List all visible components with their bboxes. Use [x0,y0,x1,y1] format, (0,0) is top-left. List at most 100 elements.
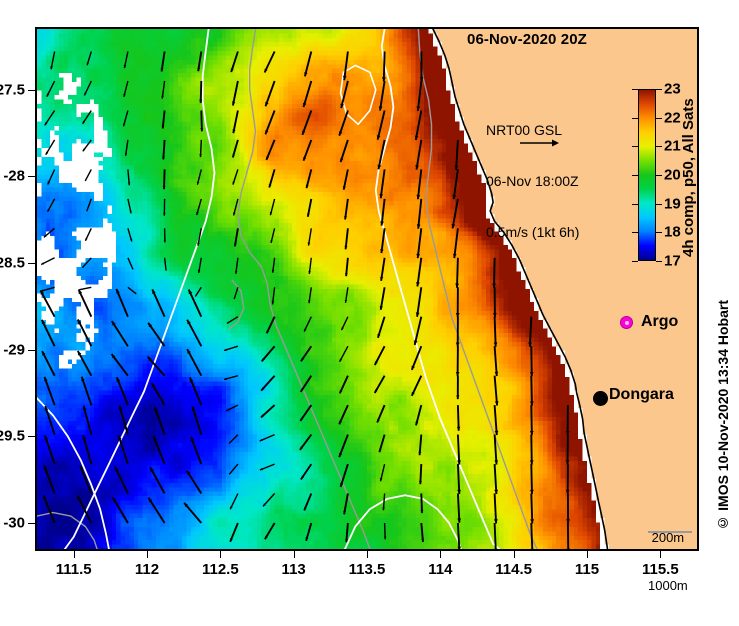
current-vector [454,228,458,258]
current-vector-head [493,313,497,317]
y-axis-tick [28,436,35,437]
x-axis-tick [587,551,588,558]
current-vector [304,81,312,107]
current-vector [531,405,532,435]
current-vector-head [566,519,570,523]
current-vector [154,436,165,464]
y-axis-tick-label: -28.5 [0,255,25,272]
x-axis-tick-label: 112 [135,561,159,578]
current-vector-head [155,407,159,412]
current-vector [418,228,422,258]
current-vector-head [302,131,305,135]
current-vector [302,111,311,135]
y-axis-tick [28,263,35,264]
current-info-block: NRT00 GSL 06-Nov 18:00Z 0.5m/s (1kt 6h) [486,88,579,275]
current-vector-head [382,77,386,81]
current-vector-head [530,372,534,376]
current-vector-head [456,396,459,400]
current-vector [189,290,202,317]
current-vector [82,377,92,405]
current-vector [458,494,460,523]
imos-credit-label: © IMOS 10-Nov-2020 13:34 Hobart [715,300,731,531]
current-vector [226,405,238,411]
current-vector-head [492,284,496,288]
current-vector [531,494,532,524]
current-vector [80,287,92,289]
current-vector [117,377,128,405]
current-vector-head [456,343,460,347]
current-vector [40,290,54,316]
dongara-city-marker [593,391,608,406]
current-vector [416,111,422,141]
current-vector-head [384,536,387,539]
current-vector-head [456,313,460,317]
current-vector [531,464,532,494]
info-scale-line: 0.5m/s (1kt 6h) [486,224,579,241]
x-axis-tick [660,551,661,558]
current-vector [155,407,165,434]
current-vector [45,436,55,465]
isobath-200m [345,495,461,549]
current-vector [113,497,128,523]
current-vector [418,81,421,111]
y-axis-tick-label: -29.5 [0,428,25,445]
current-vector-head [200,128,203,131]
isobath-200m [376,29,499,549]
current-vector-head [164,240,166,243]
current-vector [530,317,531,347]
y-axis-tick-label: -29 [3,341,25,358]
current-vector-head [495,401,499,405]
current-vector [453,199,458,229]
current-vector [531,435,532,465]
current-vector [112,321,128,346]
current-vector [495,346,497,376]
current-vector [415,317,422,345]
current-vector [495,464,497,494]
x-axis-tick-label: 111.5 [56,561,92,578]
current-vector-head [45,436,49,441]
current-vector [187,349,201,376]
current-vector-head [192,407,196,412]
current-vector [165,258,167,271]
x-axis-tick [440,551,441,558]
current-vector [45,406,54,435]
x-axis-tick [294,551,295,558]
current-vector [191,437,201,464]
current-vector-head [456,372,460,376]
current-vector [229,435,238,444]
current-vector [82,258,91,268]
current-vector-head [199,100,202,104]
current-vector [44,465,55,493]
current-vector [454,169,458,199]
current-vector [229,464,238,474]
current-vector [456,140,458,170]
current-vector [266,81,275,106]
current-vector [417,140,422,170]
current-vector-head [566,431,570,435]
current-vector-head [457,490,461,494]
current-vector [339,111,348,136]
x-axis-tick-label: 114.5 [495,561,532,578]
current-vector-head [455,284,459,288]
x-axis-tick-label: 115.5 [642,561,679,578]
current-vector-head [44,465,48,470]
current-vector [187,471,202,494]
current-vector-head [494,342,498,346]
current-vector [378,111,385,140]
current-vector-head [339,453,342,457]
map-plot-area[interactable] [35,27,699,551]
current-vector-head [495,372,499,376]
current-vector [43,495,54,523]
current-vector [531,346,532,376]
date-stamp-label: 06-Nov-2020 20Z [467,31,587,48]
current-vector [78,496,92,523]
current-vector [148,323,164,346]
current-vector [380,81,385,111]
vector-scale-arrow-icon [519,137,561,149]
current-vector [234,287,238,299]
current-vector [495,523,496,549]
current-vector [149,498,165,523]
current-vector [495,317,496,347]
current-vector-head [339,131,342,135]
y-axis-tick-label: -28 [3,168,25,185]
